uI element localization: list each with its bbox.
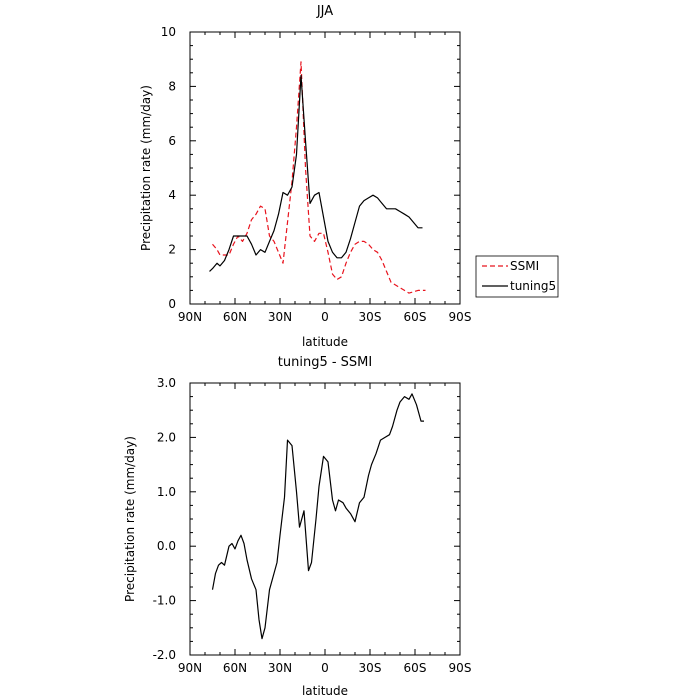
top-x-axis-label: latitude	[302, 335, 348, 349]
top-y-tick-label: 0	[168, 297, 176, 311]
top-chart-panel: JJA latitude Precipitation rate (mm/day)…	[139, 4, 559, 349]
bottom-x-tick-label: 60N	[223, 661, 247, 675]
bottom-y-axis-label: Precipitation rate (mm/day)	[123, 436, 137, 602]
bottom-y-tick-label: 3.0	[157, 376, 176, 390]
top-axis-ticks: 90N 60N 30N 0 30S 60S 90S 0 2 4 6 8 10	[161, 25, 472, 324]
top-x-tick-label: 60N	[223, 310, 247, 324]
bottom-y-tick-label: 1.0	[157, 485, 176, 499]
top-x-tick-label: 30S	[359, 310, 382, 324]
top-x-tick-label: 90N	[178, 310, 202, 324]
top-y-tick-label: 6	[168, 134, 176, 148]
bottom-axis-ticks: 90N 60N 30N 0 30S 60S 90S -2.0 -1.0 0.0 1.0 2.0 3.0	[153, 376, 472, 675]
bottom-chart-panel: tuning5 - SSMI latitude Precipitation ra…	[123, 355, 471, 698]
bottom-plot-frame	[189, 382, 461, 656]
top-y-tick-label: 8	[168, 79, 176, 93]
top-y-tick-label: 10	[161, 25, 176, 39]
bottom-series-group	[211, 393, 424, 640]
top-legend: SSMI tuning5	[475, 255, 559, 298]
top-x-tick-label: 90S	[449, 310, 472, 324]
bottom-x-axis-label: latitude	[302, 684, 348, 698]
top-series-line-tuning5	[209, 74, 423, 272]
bottom-x-tick-label: 90N	[178, 661, 202, 675]
bottom-x-tick-label: 0	[321, 661, 329, 675]
bottom-x-tick-label: 90S	[449, 661, 472, 675]
top-series-line-ssmi	[212, 61, 426, 294]
bottom-y-tick-label: -1.0	[153, 594, 176, 608]
top-y-tick-label: 4	[168, 188, 176, 202]
top-y-axis-label: Precipitation rate (mm/day)	[139, 85, 153, 251]
top-plot-frame	[189, 31, 461, 305]
top-x-tick-label: 30N	[268, 310, 292, 324]
top-x-tick-label: 0	[321, 310, 329, 324]
bottom-y-tick-label: 0.0	[157, 539, 176, 553]
top-chart-title: JJA	[316, 4, 333, 19]
legend-label-tuning5: tuning5	[510, 279, 556, 293]
bottom-y-tick-label: 2.0	[157, 430, 176, 444]
bottom-x-tick-label: 30S	[359, 661, 382, 675]
bottom-y-tick-label: -2.0	[153, 648, 176, 662]
bottom-x-tick-label: 60S	[404, 661, 427, 675]
bottom-chart-title: tuning5 - SSMI	[278, 355, 372, 370]
bottom-x-tick-label: 30N	[268, 661, 292, 675]
bottom-series-line-difference	[211, 393, 424, 640]
legend-label-ssmi: SSMI	[510, 259, 539, 273]
top-series-group	[209, 61, 426, 294]
top-y-tick-label: 2	[168, 243, 176, 257]
legend-box	[475, 255, 559, 298]
top-x-tick-label: 60S	[404, 310, 427, 324]
